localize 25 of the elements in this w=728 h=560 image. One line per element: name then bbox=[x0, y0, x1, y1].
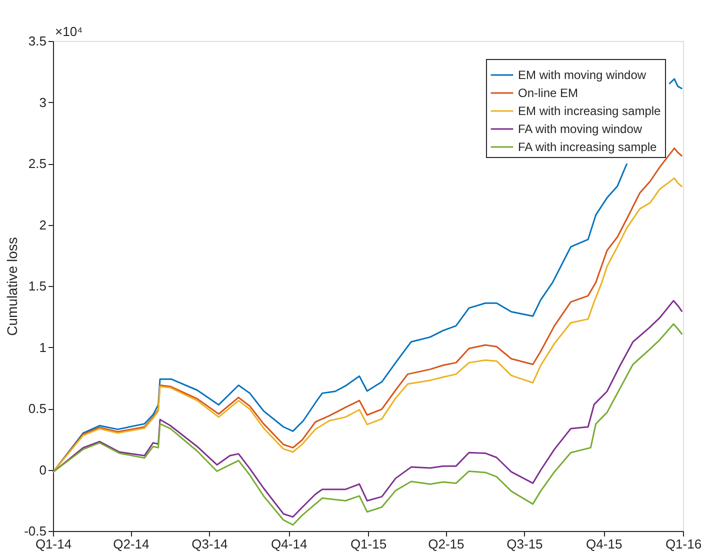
y-tick-label: 3 bbox=[39, 94, 46, 110]
y-axis-title: Cumulative loss bbox=[4, 237, 20, 336]
y-tick-label: 1.5 bbox=[28, 278, 46, 294]
y-tick-label: 3.5 bbox=[28, 34, 46, 48]
y-tick-label: 1 bbox=[39, 340, 46, 355]
x-tick-label: Q2-15 bbox=[428, 536, 464, 552]
text: ×10⁴ bbox=[55, 24, 83, 39]
y-tick-label: 0.5 bbox=[28, 401, 46, 416]
x-tick-label: Q4-14 bbox=[271, 536, 308, 552]
y-tick-label: 0 bbox=[39, 462, 46, 478]
y-tick-label: -0.5 bbox=[24, 524, 46, 538]
x-tick-label: Q2-14 bbox=[113, 536, 150, 552]
x-tick-label: Q4-15 bbox=[586, 536, 622, 552]
x-tick-label: Q1-15 bbox=[350, 536, 387, 552]
y-tick-label: 2.5 bbox=[28, 156, 46, 171]
y-tick-label: 2 bbox=[39, 217, 46, 232]
legend-label: EM with moving window bbox=[518, 68, 646, 82]
legend-label: FA with moving window bbox=[518, 122, 642, 136]
x-tick-label: Q1-16 bbox=[665, 536, 702, 552]
legend-label: FA with increasing sample bbox=[518, 140, 658, 154]
x-tick-label: Q3-14 bbox=[192, 536, 228, 552]
x-tick-label: Q1-14 bbox=[35, 536, 72, 552]
legend-label: EM with increasing sample bbox=[518, 104, 662, 118]
x-tick-label: Q3-15 bbox=[506, 536, 543, 552]
legend-label: On-line EM bbox=[518, 86, 578, 100]
